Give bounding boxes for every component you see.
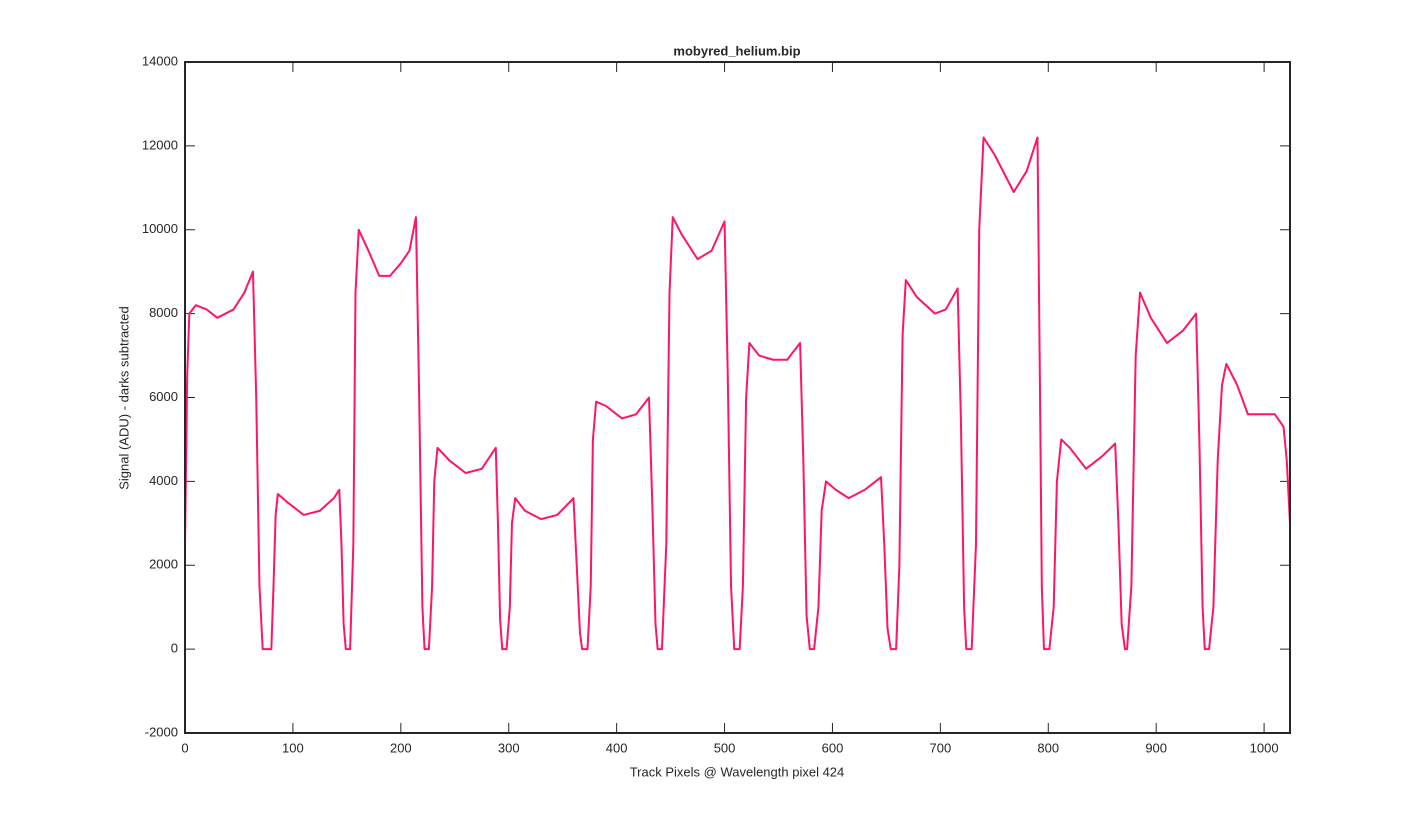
x-tick-label: 500 — [714, 740, 736, 755]
x-tick-label: 1000 — [1250, 740, 1279, 755]
y-tick-label: 12000 — [142, 137, 178, 152]
y-tick-label: 14000 — [142, 53, 178, 68]
chart-title: mobyred_helium.bip — [673, 43, 800, 58]
y-tick-label: 8000 — [149, 305, 178, 320]
x-axis-label: Track Pixels @ Wavelength pixel 424 — [630, 764, 845, 779]
y-tick-label: 10000 — [142, 221, 178, 236]
x-tick-label: 200 — [390, 740, 412, 755]
y-tick-label: -2000 — [145, 724, 178, 739]
x-tick-label: 600 — [822, 740, 844, 755]
x-tick-label: 100 — [282, 740, 304, 755]
y-axis-label: Signal (ADU) - darks subtracted — [116, 306, 131, 490]
x-tick-label: 700 — [930, 740, 952, 755]
y-tick-label: 0 — [171, 641, 178, 656]
x-tick-label: 0 — [181, 740, 188, 755]
x-tick-label: 900 — [1145, 740, 1167, 755]
x-tick-label: 400 — [606, 740, 628, 755]
y-tick-label: 4000 — [149, 473, 178, 488]
x-tick-label: 800 — [1037, 740, 1059, 755]
y-tick-label: 2000 — [149, 557, 178, 572]
plot-frame — [184, 61, 1291, 734]
x-tick-label: 300 — [498, 740, 520, 755]
signal-line — [184, 136, 1291, 651]
y-tick-label: 6000 — [149, 389, 178, 404]
